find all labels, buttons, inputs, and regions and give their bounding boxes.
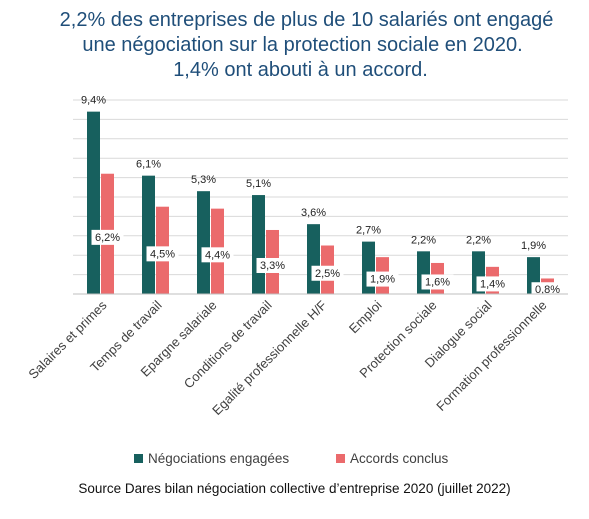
data-label-negociations-engagees: 2,2% (466, 234, 491, 246)
data-label-accords-conclus: 4,4% (205, 249, 230, 261)
bar-negociations-engagees (307, 224, 320, 294)
bar-negociations-engagees (197, 191, 210, 294)
x-tick-label: Formation professionnelle (433, 298, 549, 414)
data-label-negociations-engagees: 9,4% (81, 95, 106, 107)
data-label-box (91, 229, 124, 245)
data-label-box (256, 257, 289, 273)
data-label-box (421, 274, 454, 290)
chart-source: Source Dares bilan négociation collectiv… (78, 481, 511, 496)
data-label-negociations-engagees: 6,1% (136, 159, 161, 171)
chart-title-line-1: 2,2% des entreprises de plus de 10 salar… (59, 9, 554, 31)
legend-swatch-negociations-engagees (134, 454, 143, 463)
data-label-box (146, 246, 179, 262)
legend-label-accords-conclus: Accords conclus (350, 451, 449, 466)
bar-negociations-engagees (252, 195, 265, 294)
data-label-box (201, 247, 234, 263)
data-label-negociations-engagees: 5,3% (191, 174, 216, 186)
data-label-negociations-engagees: 5,1% (246, 178, 271, 190)
chart-title-line-2: une négociation sur la protection social… (82, 34, 523, 56)
data-label-box (476, 276, 509, 292)
data-label-negociations-engagees: 3,6% (301, 207, 326, 219)
data-label-negociations-engagees: 1,9% (521, 240, 546, 252)
data-label-box (531, 282, 564, 298)
chart-title-line-3: 1,4% ont abouti à un accord. (173, 59, 428, 81)
x-tick-label: Emploi (346, 297, 385, 336)
x-tick-label: Egalité professionnelle H/F (209, 297, 330, 418)
data-label-accords-conclus: 0,8% (535, 284, 560, 296)
data-label-accords-conclus: 4,5% (150, 248, 175, 260)
bar-negociations-engagees (87, 111, 100, 294)
data-label-accords-conclus: 1,9% (370, 274, 395, 286)
data-label-accords-conclus: 6,2% (95, 232, 120, 244)
data-label-accords-conclus: 2,5% (315, 268, 340, 280)
data-label-accords-conclus: 1,4% (480, 278, 505, 290)
data-label-negociations-engagees: 2,2% (411, 234, 436, 246)
data-label-box (366, 271, 399, 287)
data-label-negociations-engagees: 2,7% (356, 225, 381, 237)
legend-label-negociations-engagees: Négociations engagées (148, 451, 289, 466)
data-label-box (311, 265, 344, 281)
legend-swatch-accords-conclus (336, 454, 345, 463)
data-label-accords-conclus: 1,6% (425, 276, 450, 288)
bar-negociations-engagees (142, 175, 155, 294)
data-label-accords-conclus: 3,3% (260, 260, 285, 272)
